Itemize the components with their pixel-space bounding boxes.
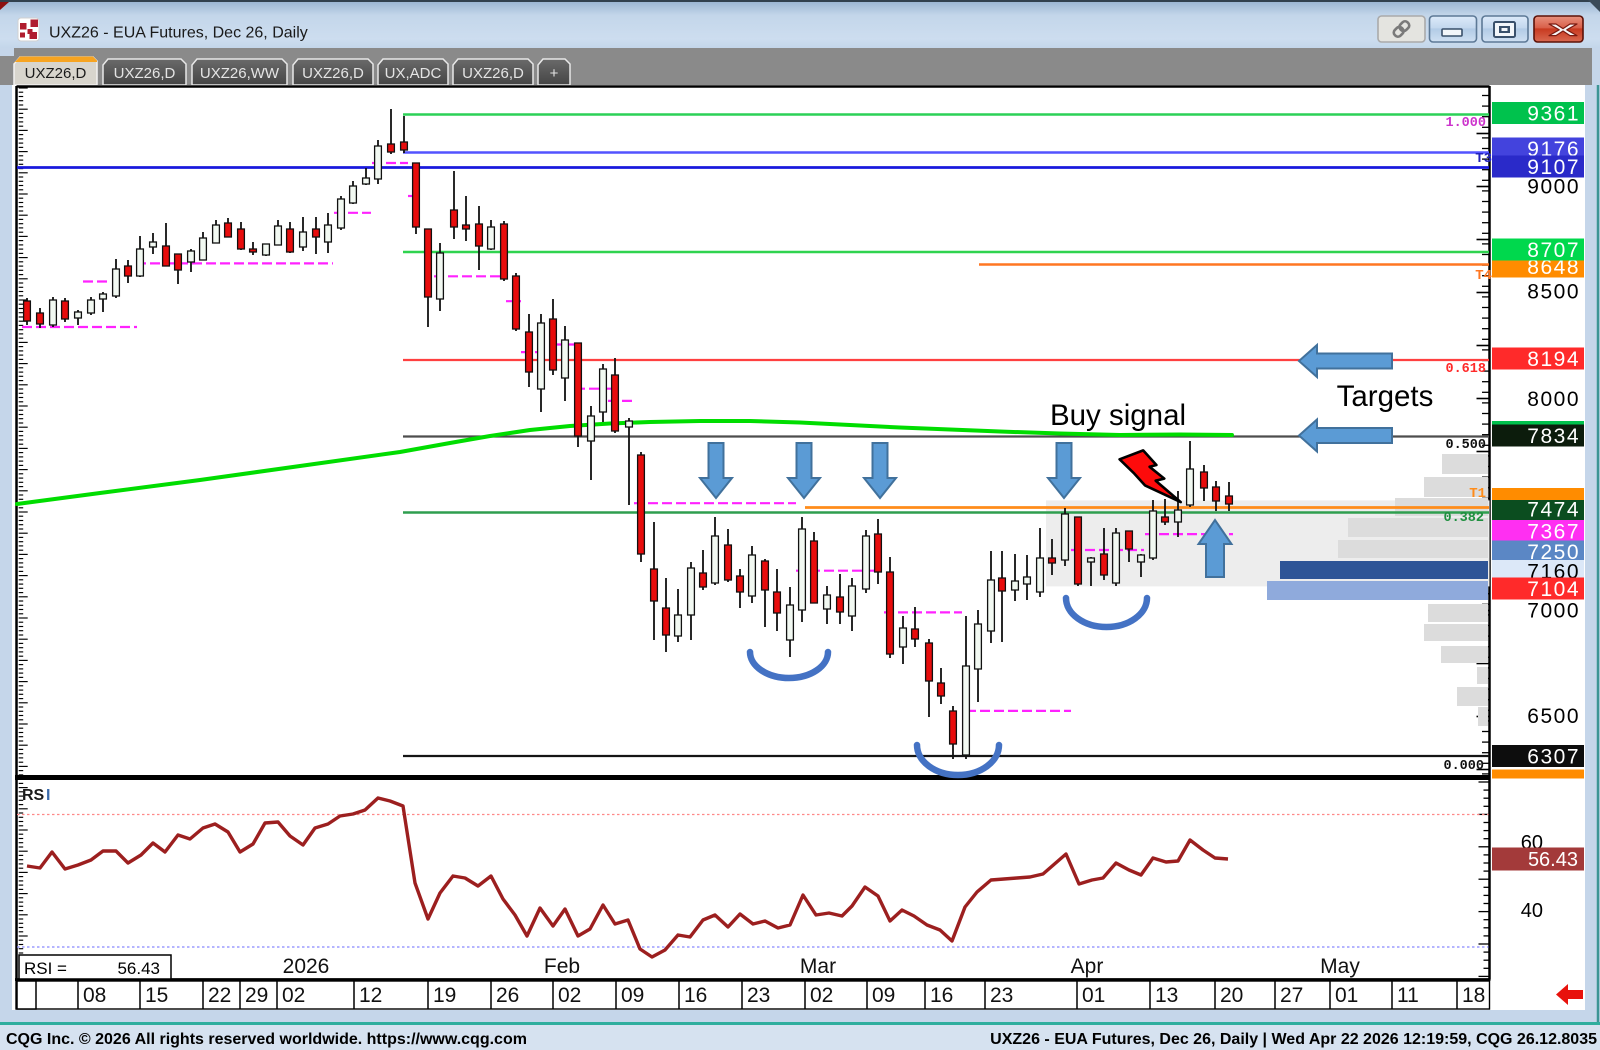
- svg-text:UXZ26 - EUA Futures, Dec 26, D: UXZ26 - EUA Futures, Dec 26, Daily | Wed…: [990, 1031, 1597, 1048]
- svg-text:8648: 8648: [1527, 256, 1580, 279]
- svg-text:15: 15: [145, 984, 168, 1007]
- svg-text:+: +: [550, 65, 559, 82]
- svg-text:Mar: Mar: [800, 955, 836, 978]
- svg-text:9361: 9361: [1527, 103, 1580, 126]
- svg-text:01: 01: [1082, 984, 1105, 1007]
- svg-text:Targets: Targets: [1337, 380, 1434, 413]
- svg-text:23: 23: [990, 984, 1013, 1007]
- svg-text:6307: 6307: [1527, 746, 1580, 769]
- svg-text:9107: 9107: [1527, 156, 1580, 179]
- svg-text:RSI =: RSI =: [24, 959, 67, 978]
- svg-text:7000: 7000: [1527, 600, 1580, 623]
- svg-text:0.618: 0.618: [1445, 362, 1486, 377]
- svg-text:7474: 7474: [1527, 499, 1580, 522]
- svg-text:UXZ26,D: UXZ26,D: [302, 65, 364, 82]
- svg-text:UXZ26 - EUA Futures, Dec 26, D: UXZ26 - EUA Futures, Dec 26, Daily: [49, 25, 308, 42]
- svg-text:02: 02: [282, 984, 305, 1007]
- svg-text:56.43: 56.43: [117, 959, 160, 978]
- svg-text:27: 27: [1280, 984, 1303, 1007]
- svg-text:UXZ26,WW: UXZ26,WW: [200, 65, 280, 82]
- svg-text:1.000: 1.000: [1445, 116, 1486, 131]
- svg-text:8500: 8500: [1527, 281, 1580, 304]
- svg-text:6500: 6500: [1527, 705, 1580, 728]
- svg-text:22: 22: [208, 984, 231, 1007]
- svg-text:May: May: [1320, 955, 1360, 978]
- svg-text:T1: T1: [1469, 486, 1486, 502]
- svg-text:0.500: 0.500: [1445, 438, 1486, 453]
- svg-text:08: 08: [83, 984, 106, 1007]
- svg-text:11: 11: [1397, 984, 1419, 1007]
- svg-text:UXZ26,D: UXZ26,D: [114, 65, 176, 82]
- svg-text:02: 02: [558, 984, 581, 1007]
- svg-text:16: 16: [684, 984, 707, 1007]
- svg-text:2026: 2026: [283, 955, 330, 978]
- svg-text:19: 19: [433, 984, 456, 1007]
- svg-text:UXZ26,D: UXZ26,D: [462, 65, 524, 82]
- svg-text:7104: 7104: [1527, 578, 1580, 601]
- svg-text:40: 40: [1521, 900, 1543, 922]
- svg-text:7834: 7834: [1527, 425, 1580, 448]
- svg-text:8707: 8707: [1527, 239, 1580, 262]
- svg-text:29: 29: [245, 984, 268, 1007]
- svg-text:20: 20: [1220, 984, 1243, 1007]
- svg-text:13: 13: [1155, 984, 1178, 1007]
- svg-text:23: 23: [747, 984, 770, 1007]
- svg-text:RS: RS: [22, 787, 45, 804]
- svg-text:8194: 8194: [1527, 348, 1580, 371]
- svg-text:9176: 9176: [1527, 138, 1580, 161]
- svg-text:UX,ADC: UX,ADC: [385, 65, 442, 82]
- svg-text:01: 01: [1335, 984, 1358, 1007]
- svg-text:Apr: Apr: [1071, 955, 1104, 978]
- svg-text:16: 16: [930, 984, 953, 1007]
- svg-text:0.000: 0.000: [1443, 759, 1484, 774]
- svg-text:7250: 7250: [1527, 541, 1580, 564]
- svg-text:Feb: Feb: [544, 955, 580, 978]
- svg-text:Buy signal: Buy signal: [1050, 399, 1186, 432]
- svg-text:8000: 8000: [1527, 388, 1580, 411]
- svg-text:I: I: [46, 787, 50, 804]
- svg-text:T3: T3: [1475, 151, 1492, 167]
- svg-text:18: 18: [1462, 984, 1485, 1007]
- svg-text:UXZ26,D: UXZ26,D: [25, 65, 87, 82]
- svg-text:26: 26: [496, 984, 519, 1007]
- svg-text:09: 09: [621, 984, 644, 1007]
- svg-text:12: 12: [359, 984, 382, 1007]
- svg-text:56.43: 56.43: [1528, 849, 1578, 871]
- svg-text:CQG Inc. © 2026 All rights res: CQG Inc. © 2026 All rights reserved worl…: [6, 1031, 527, 1048]
- svg-text:02: 02: [810, 984, 833, 1007]
- svg-text:T4: T4: [1475, 268, 1492, 284]
- svg-text:0.382: 0.382: [1443, 511, 1484, 526]
- svg-text:9000: 9000: [1527, 176, 1580, 199]
- svg-text:7367: 7367: [1527, 521, 1580, 544]
- svg-text:09: 09: [872, 984, 895, 1007]
